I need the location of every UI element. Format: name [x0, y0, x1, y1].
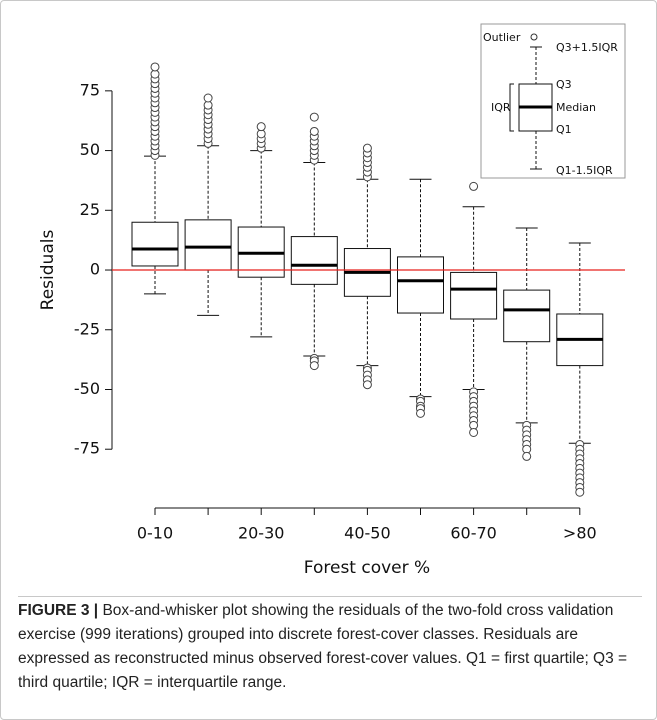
x-tick-label: 60-70 [450, 524, 497, 543]
outlier [416, 408, 425, 418]
outlier [469, 427, 479, 437]
outlier [362, 143, 372, 153]
legend-text: Q1 [556, 123, 572, 136]
y-tick-label: 0 [90, 260, 100, 279]
outlier [362, 380, 372, 390]
outlier [309, 361, 319, 371]
outlier [256, 122, 266, 132]
outlier [309, 112, 319, 122]
caption-label: FIGURE 3 | [18, 602, 99, 619]
legend-box [480, 23, 626, 179]
outlier [522, 451, 532, 461]
legend-bracket [509, 83, 514, 132]
legend-text: Outlier [483, 31, 521, 44]
legend-outlier [530, 33, 538, 41]
y-tick-label: 75 [80, 80, 100, 99]
x-tick-label: 0-10 [137, 524, 173, 543]
y-axis-label: Residuals [38, 230, 58, 311]
box [184, 219, 232, 271]
y-tick-label: 25 [80, 200, 100, 219]
legend-text: Q3+1.5IQR [556, 41, 618, 54]
box [450, 271, 498, 320]
legend-text: Q1-1.5IQR [556, 164, 613, 177]
y-tick-label: -25 [74, 319, 100, 338]
y-tick-label: -50 [74, 379, 100, 398]
box [290, 236, 338, 285]
x-tick-label: >80 [563, 524, 597, 543]
outlier [203, 93, 213, 103]
legend-text: Median [556, 101, 596, 114]
outlier [309, 126, 319, 136]
outlier [575, 487, 585, 497]
legend-key: Outlier Q3+1.5IQR Q3 Median Q1 IQR Q1-1.… [480, 23, 626, 179]
x-axis-label: Forest cover % [304, 558, 430, 578]
outlier [150, 62, 160, 72]
x-tick-label: 40-50 [344, 524, 391, 543]
legend-text: IQR [491, 101, 511, 114]
y-tick-label: 50 [80, 140, 100, 159]
outlier [469, 181, 479, 191]
x-tick-label: 20-30 [238, 524, 285, 543]
box [503, 289, 551, 343]
box [397, 256, 444, 314]
y-tick-label: -75 [74, 439, 100, 458]
caption: FIGURE 3 | Box-and-whisker plot showing … [18, 596, 642, 695]
caption-text: Box-and-whisker plot showing the residua… [18, 602, 628, 691]
box [131, 221, 179, 267]
legend-text: Q3 [556, 78, 572, 91]
chart: Residuals Forest cover % Outlier Q3+1.5I… [38, 23, 626, 578]
